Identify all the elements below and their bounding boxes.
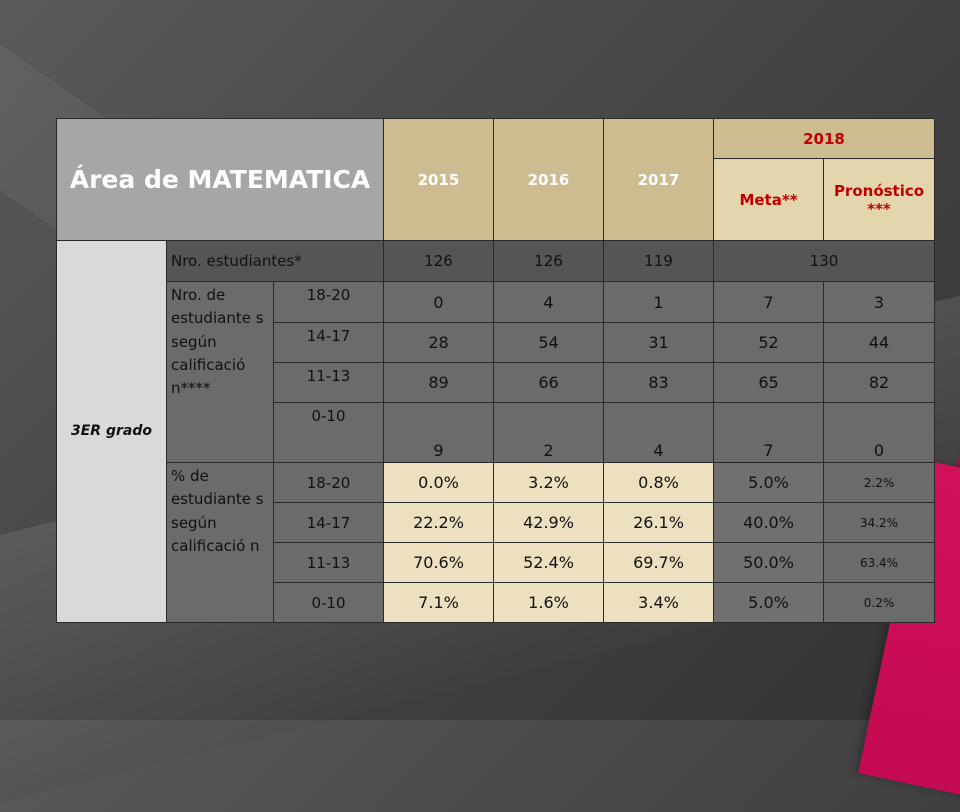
cell-value: 1.6% (493, 582, 604, 623)
cell-value: 0 (383, 281, 494, 323)
cell-value: 3.4% (603, 582, 714, 623)
cell-value: 34.2% (823, 502, 935, 543)
cell-value: 31 (603, 322, 714, 363)
cell-value: 0.8% (603, 462, 714, 503)
cell-value: 42.9% (493, 502, 604, 543)
cell-value: 70.6% (383, 542, 494, 583)
cell-value: 7.1% (383, 582, 494, 623)
group-nro-label: Nro. de estudiante s según calificació n… (166, 281, 274, 463)
cell-value: 66 (493, 362, 604, 403)
year-2018-header: 2018 (713, 118, 935, 159)
cell-value: 28 (383, 322, 494, 363)
cell-value: 2.2% (823, 462, 935, 503)
cell-value: 50.0% (713, 542, 824, 583)
cell-value: 89 (383, 362, 494, 403)
cell-value: 0.0% (383, 462, 494, 503)
pronostico-header: Pronóstico *** (823, 158, 935, 241)
cell-value: 5.0% (713, 462, 824, 503)
range-label: 18-20 (273, 281, 384, 323)
cell-value: 119 (603, 240, 714, 282)
cell-value: 5.0% (713, 582, 824, 623)
cell-value: 3.2% (493, 462, 604, 503)
year-header: 2015 (383, 118, 494, 241)
range-label: 11-13 (273, 542, 384, 583)
cell-value: 26.1% (603, 502, 714, 543)
range-label: 0-10 (273, 582, 384, 623)
cell-value: 1 (603, 281, 714, 323)
cell-value: 54 (493, 322, 604, 363)
range-label: 0-10 (273, 402, 384, 463)
cell-value: 4 (493, 281, 604, 323)
cell-value: 52 (713, 322, 824, 363)
grade-label: 3ER grado (56, 240, 167, 623)
year-header: 2017 (603, 118, 714, 241)
range-label: 14-17 (273, 502, 384, 543)
cell-value: 4 (603, 402, 714, 463)
table-title: Área de MATEMATICA (56, 118, 384, 241)
cell-value: 63.4% (823, 542, 935, 583)
cell-value: 126 (383, 240, 494, 282)
cell-value: 126 (493, 240, 604, 282)
cell-value: 130 (713, 240, 935, 282)
cell-value: 83 (603, 362, 714, 403)
cell-value: 82 (823, 362, 935, 403)
cell-value: 2 (493, 402, 604, 463)
cell-value: 9 (383, 402, 494, 463)
cell-value: 22.2% (383, 502, 494, 543)
cell-value: 3 (823, 281, 935, 323)
cell-value: 40.0% (713, 502, 824, 543)
meta-header: Meta** (713, 158, 824, 241)
cell-value: 52.4% (493, 542, 604, 583)
range-label: 11-13 (273, 362, 384, 403)
accent-shape-dark (937, 437, 960, 563)
cell-value: 44 (823, 322, 935, 363)
cell-value: 65 (713, 362, 824, 403)
math-results-table: Área de MATEMATICA 2015 2016 2017 2018 M… (56, 118, 935, 623)
year-header: 2016 (493, 118, 604, 241)
cell-value: 7 (713, 402, 824, 463)
cell-value: 0 (823, 402, 935, 463)
group-pct-label: % de estudiante s según calificació n (166, 462, 274, 623)
cell-value: 7 (713, 281, 824, 323)
range-label: 18-20 (273, 462, 384, 503)
cell-value: 0.2% (823, 582, 935, 623)
cell-value: 69.7% (603, 542, 714, 583)
row-estudiantes-label: Nro. estudiantes* (166, 240, 384, 282)
range-label: 14-17 (273, 322, 384, 363)
